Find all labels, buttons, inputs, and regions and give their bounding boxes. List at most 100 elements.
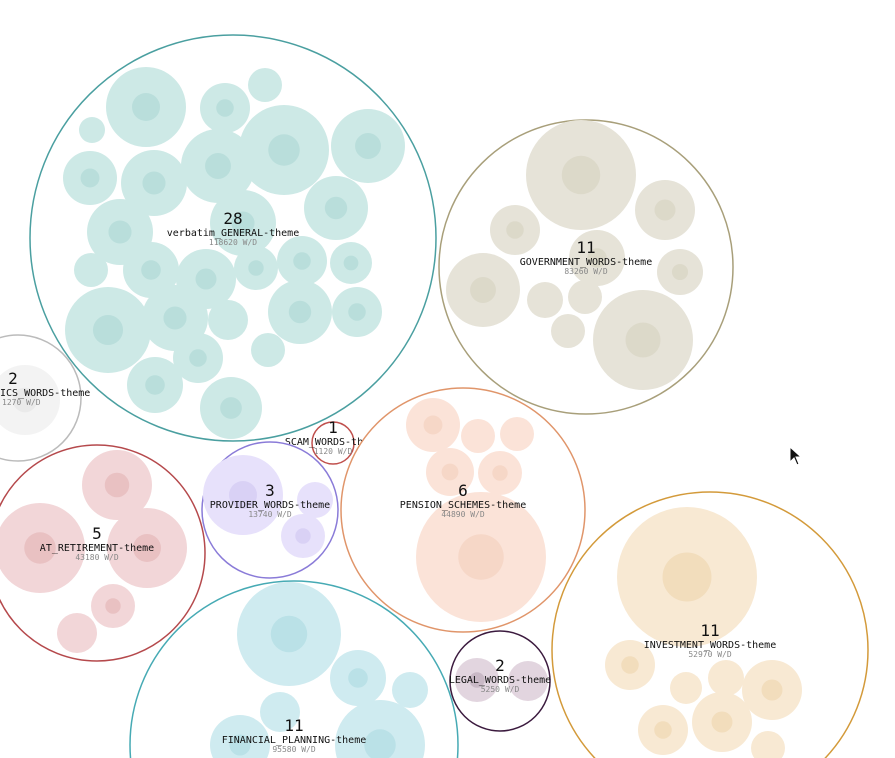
sub-bubble xyxy=(251,333,285,367)
sub-core xyxy=(189,349,207,367)
sub-core xyxy=(80,168,100,188)
theme-words: 1120 W/D xyxy=(314,447,353,456)
sub-bubble xyxy=(63,151,117,205)
sub-bubble xyxy=(461,419,495,453)
sub-bubble xyxy=(268,280,332,344)
sub-bubble xyxy=(210,190,276,256)
sub-bubble xyxy=(332,287,382,337)
theme-outline xyxy=(0,444,206,662)
sub-bubble xyxy=(123,242,179,298)
sub-bubble xyxy=(121,150,187,216)
sub-core xyxy=(288,300,312,324)
theme-count: 5 xyxy=(92,524,102,543)
sub-bubble xyxy=(203,455,283,535)
sub-core xyxy=(625,322,661,358)
sub-bubble xyxy=(635,180,695,240)
sub-core xyxy=(108,220,132,244)
sub-core xyxy=(24,532,56,564)
sub-core xyxy=(104,472,130,498)
theme-outline xyxy=(449,630,551,732)
sub-core xyxy=(220,397,242,419)
sub-bubble xyxy=(551,314,585,348)
sub-bubble xyxy=(331,109,405,183)
sub-core xyxy=(141,260,161,280)
theme-count: 11 xyxy=(576,238,595,257)
sub-core xyxy=(231,211,255,235)
sub-core xyxy=(671,263,689,281)
sub-core xyxy=(12,387,38,413)
sub-core xyxy=(441,463,459,481)
theme-name: verbatim_GENERAL-theme xyxy=(167,228,299,239)
theme-outline xyxy=(311,421,355,465)
theme-words: 1270 W/D xyxy=(2,398,41,407)
sub-bubble xyxy=(91,584,135,628)
sub-core xyxy=(132,93,160,121)
sub-bubble xyxy=(239,105,329,195)
sub-core xyxy=(458,534,504,580)
theme-name: ICS_WORDS-theme xyxy=(0,388,90,399)
sub-core xyxy=(229,481,257,509)
sub-bubble xyxy=(500,417,534,451)
sub-bubble xyxy=(335,700,425,758)
sub-bubble xyxy=(742,660,802,720)
sub-bubble xyxy=(57,613,97,653)
sub-core xyxy=(355,133,381,159)
sub-bubble xyxy=(210,715,270,758)
sub-bubble xyxy=(260,692,300,732)
sub-bubble xyxy=(82,450,152,520)
sub-core xyxy=(654,199,676,221)
sub-bubble xyxy=(234,246,278,290)
sub-bubble xyxy=(237,582,341,686)
sub-core xyxy=(621,656,639,674)
sub-bubble xyxy=(490,205,540,255)
sub-core xyxy=(142,171,166,195)
theme-name: LEGAL_WORDS-theme xyxy=(449,675,551,686)
theme-name: GOVERNMENT_WORDS-theme xyxy=(520,257,652,268)
sub-bubble xyxy=(0,503,85,593)
sub-core xyxy=(268,134,300,166)
sub-core xyxy=(145,375,165,395)
sub-core xyxy=(195,268,217,290)
sub-bubble xyxy=(527,282,563,318)
sub-core xyxy=(364,729,396,758)
theme-name: PENSION_SCHEMES-theme xyxy=(400,500,526,511)
sub-bubble xyxy=(657,249,703,295)
sub-bubble xyxy=(127,357,183,413)
sub-bubble xyxy=(526,120,636,230)
sub-core xyxy=(105,598,121,614)
sub-bubble xyxy=(200,83,250,133)
sub-bubble xyxy=(617,507,757,647)
sub-bubble xyxy=(426,448,474,496)
cursor xyxy=(789,445,803,466)
sub-bubble xyxy=(568,280,602,314)
theme-count: 11 xyxy=(700,621,719,640)
sub-core xyxy=(216,99,234,117)
sub-core xyxy=(506,221,524,239)
sub-bubble xyxy=(692,692,752,752)
sub-bubble xyxy=(330,242,372,284)
sub-core xyxy=(469,672,485,688)
sub-core xyxy=(761,679,783,701)
sub-bubble xyxy=(455,658,499,702)
sub-bubble xyxy=(478,451,522,495)
sub-core xyxy=(343,255,359,271)
theme-count: 2 xyxy=(495,656,505,675)
sub-bubble xyxy=(392,672,428,708)
sub-bubble xyxy=(277,236,327,286)
theme-count: 3 xyxy=(265,481,275,500)
sub-core xyxy=(324,196,348,220)
theme-words: 44890 W/D xyxy=(441,510,485,519)
sub-bubble xyxy=(200,377,262,439)
sub-core xyxy=(492,465,508,481)
theme-words: 13740 W/D xyxy=(248,510,292,519)
